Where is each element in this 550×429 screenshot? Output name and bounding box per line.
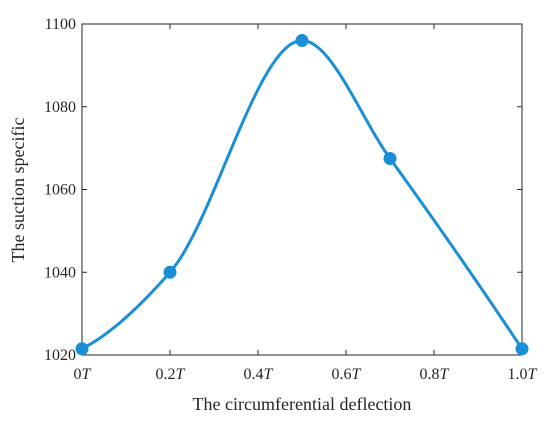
x-tick-symbol: T — [352, 366, 362, 383]
data-point — [295, 34, 309, 48]
x-tick-label: 0.8T — [420, 366, 450, 383]
x-tick-symbol: T — [82, 366, 92, 383]
y-tick-label: 1060 — [44, 182, 76, 199]
x-tick-label: 1.0T — [508, 366, 538, 383]
x-tick-symbol: T — [176, 366, 186, 383]
y-axis-label: The suction specific — [8, 118, 28, 263]
x-tick-number: 0.8 — [420, 366, 440, 383]
x-tick-symbol: T — [440, 366, 450, 383]
x-tick-number: 0.4 — [244, 366, 264, 383]
y-tick-label: 1020 — [44, 347, 76, 364]
data-point — [163, 265, 177, 279]
x-tick-labels: 0T 0.2T 0.4T 0.6T 0.8T 1.0T — [74, 366, 538, 383]
x-tick-number: 1.0 — [508, 366, 528, 383]
x-tick-number: 0.6 — [332, 366, 352, 383]
x-tick-label: 0T — [74, 366, 92, 383]
y-tick-label: 1040 — [44, 264, 76, 281]
series-markers — [75, 34, 529, 356]
x-axis-label: The circumferential deflection — [193, 394, 412, 414]
data-point — [383, 151, 397, 165]
x-tick-label: 0.6T — [332, 366, 362, 383]
x-tick-symbol: T — [264, 366, 274, 383]
data-point — [75, 342, 89, 356]
x-tick-label: 0.4T — [244, 366, 274, 383]
y-tick-label: 1080 — [44, 99, 76, 116]
axis-ticks — [81, 23, 523, 356]
x-tick-symbol: T — [528, 366, 538, 383]
y-tick-label: 1100 — [45, 16, 76, 33]
data-point — [515, 342, 529, 356]
series-line — [81, 39, 524, 351]
plot-area-frame — [81, 23, 523, 356]
y-tick-labels: 1020 1040 1060 1080 1100 — [44, 16, 76, 364]
x-tick-number: 0.2 — [156, 366, 176, 383]
x-tick-label: 0.2T — [156, 366, 186, 383]
x-tick-number: 0 — [74, 366, 82, 383]
